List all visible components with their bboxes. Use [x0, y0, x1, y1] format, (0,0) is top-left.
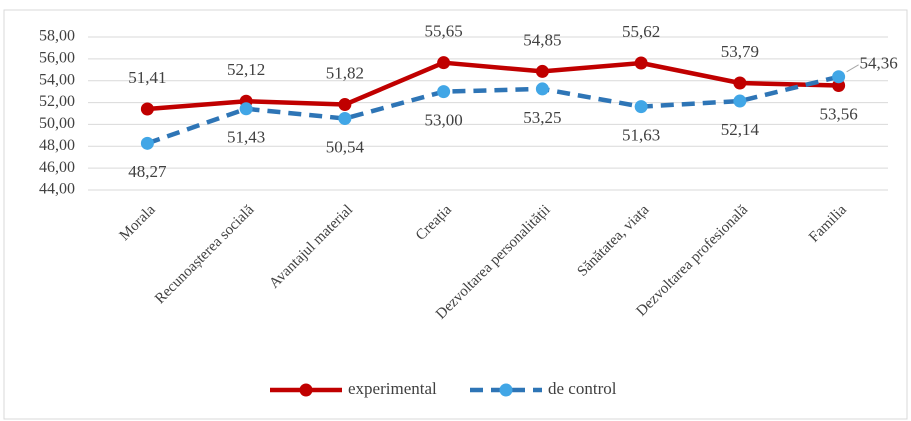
y-tick-label: 46,00	[39, 159, 75, 176]
data-label: 53,56	[820, 104, 858, 123]
data-label: 54,85	[523, 30, 561, 49]
data-label: 51,63	[622, 126, 660, 145]
point	[634, 56, 648, 70]
x-tick-label: Creația	[413, 202, 455, 244]
data-label: 55,62	[622, 22, 660, 41]
point	[535, 82, 549, 96]
x-tick-label: Familia	[806, 202, 850, 246]
point	[140, 136, 154, 150]
point	[239, 102, 253, 116]
point	[832, 70, 846, 84]
point	[733, 94, 747, 108]
x-tick-label: Recunoașterea socială	[152, 202, 257, 307]
y-tick-label: 54,00	[39, 71, 75, 88]
point	[437, 85, 451, 99]
legend-marker	[499, 383, 513, 397]
point	[140, 102, 154, 116]
chart-frame	[3, 9, 908, 420]
data-label: 52,14	[721, 120, 760, 139]
data-label: 51,41	[128, 68, 166, 87]
legend-label: experimental	[348, 379, 437, 398]
data-label: 53,25	[523, 108, 561, 127]
x-tick-label: Dezvoltarea personalității	[433, 202, 554, 323]
data-label: 53,00	[425, 111, 463, 130]
y-tick-label: 44,00	[39, 181, 75, 198]
x-tick-label: Morala	[117, 202, 159, 244]
x-tick-label: Sănătatea, viața	[575, 202, 653, 280]
data-label: 48,27	[128, 162, 167, 181]
y-tick-label: 58,00	[39, 28, 75, 45]
data-label: 52,12	[227, 60, 265, 79]
data-label: 51,82	[326, 63, 364, 82]
y-tick-label: 48,00	[39, 137, 75, 154]
point	[437, 56, 451, 70]
point	[733, 76, 747, 90]
data-label: 53,79	[721, 42, 759, 61]
data-label: 50,54	[326, 137, 365, 156]
point	[338, 112, 352, 126]
y-tick-label: 56,00	[39, 50, 75, 67]
series-line	[147, 60, 839, 112]
legend-label: de control	[548, 379, 617, 398]
data-label: 51,43	[227, 128, 265, 147]
legend-marker	[299, 383, 313, 397]
leader-line	[846, 64, 859, 73]
y-tick-label: 52,00	[39, 93, 75, 110]
x-tick-label: Avantajul material	[266, 202, 356, 292]
data-label: 55,65	[425, 22, 463, 41]
x-tick-label: Dezvoltarea profesională	[634, 202, 752, 320]
data-label: 54,36	[860, 54, 898, 73]
point	[338, 98, 352, 112]
point	[535, 64, 549, 78]
point	[634, 100, 648, 114]
y-tick-label: 50,00	[39, 115, 75, 132]
